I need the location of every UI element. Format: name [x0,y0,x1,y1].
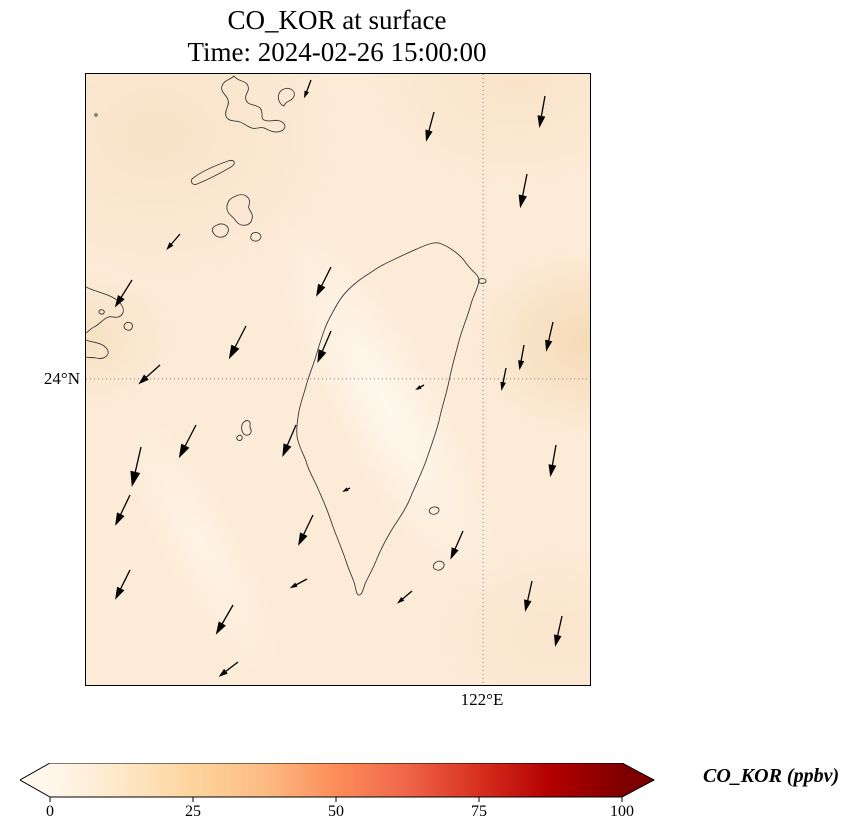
china-coast-north [221,75,295,133]
colorbar-tick-25: 25 [185,803,201,820]
map-canvas [86,74,590,685]
islet-orchid-island [432,560,445,571]
colorbar-over-arrow [622,763,654,797]
china-coast-mainland [86,286,133,359]
islet-guishan [478,278,487,284]
china-coast-islands [211,194,262,242]
plot-subtitle: Time: 2024-02-26 15:00:00 [187,37,487,67]
china-coast-thin-island [190,160,235,185]
colorbar-gradient-body [50,763,622,797]
colorbar: 0 25 50 75 100 [18,762,700,827]
colorbar-canvas [18,762,656,802]
colorbar-tick-marks [49,797,623,802]
ytick-label-24n: 24°N [43,369,80,388]
xtick-label-122e: 122°E [460,690,504,709]
colorbar-tick-75: 75 [471,803,487,820]
islet-dot [94,113,98,117]
colorbar-tick-50: 50 [328,803,344,820]
colorbar-tick-0: 0 [46,803,54,820]
taiwan-coastline [296,242,480,596]
colorbar-under-arrow [20,763,50,797]
islet-green-island [428,506,440,515]
coastlines [86,75,487,596]
colorbar-label: CO_KOR (ppbv) [703,765,840,787]
gridlines [86,74,590,685]
islets-penghu [236,420,252,441]
wind-arrows [114,79,563,677]
plot-title: CO_KOR at surface [227,5,447,35]
colorbar-tick-100: 100 [610,803,634,820]
map-axes [85,73,591,686]
field-layer [86,74,590,685]
